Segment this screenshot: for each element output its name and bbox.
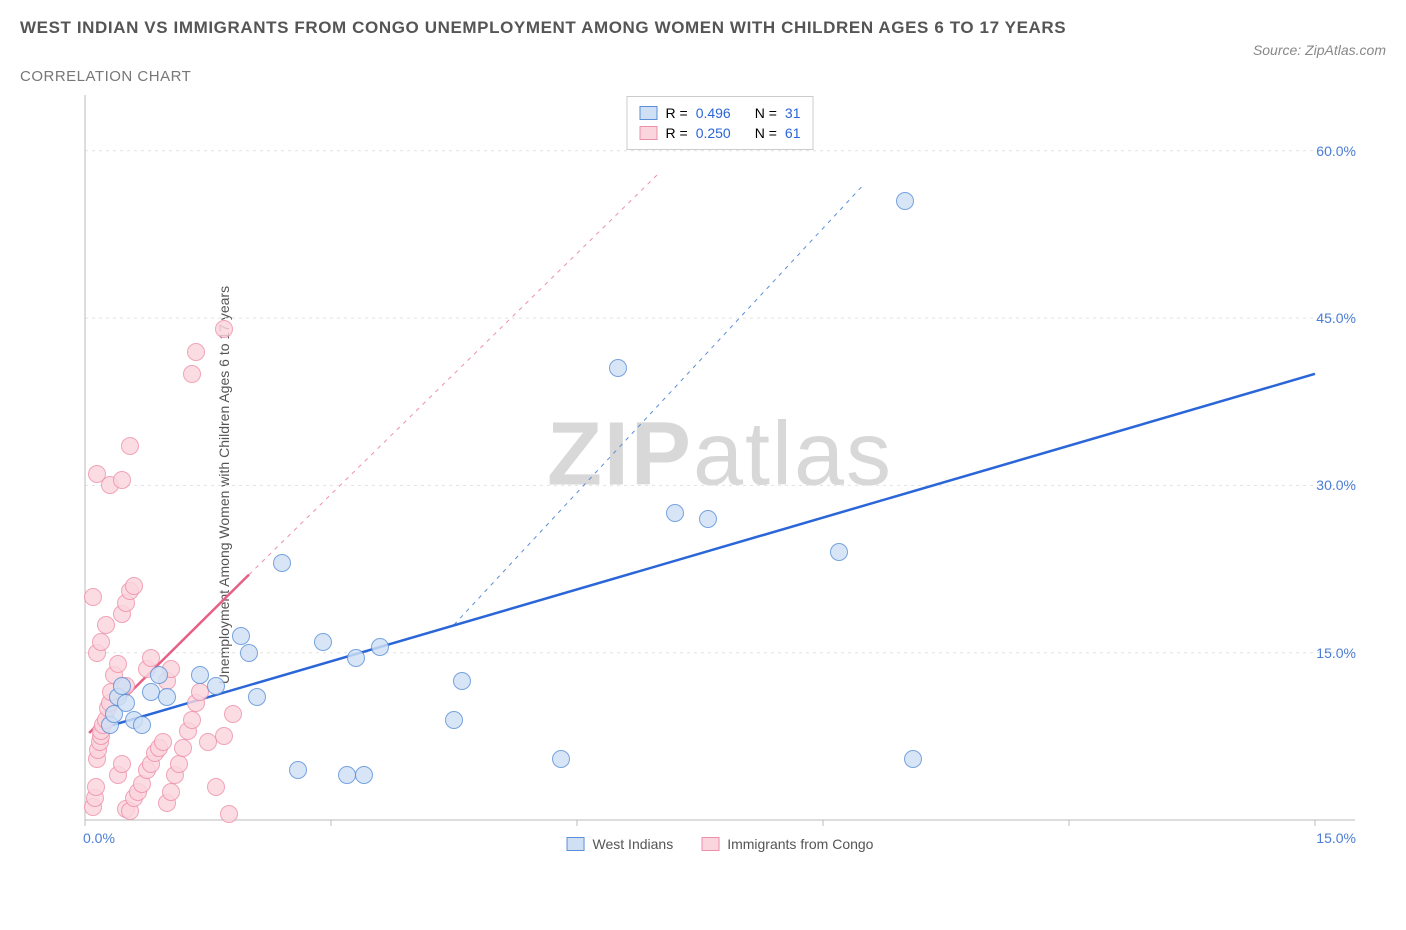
data-point [187,343,205,361]
data-point [904,750,922,768]
data-point [347,649,365,667]
y-tick-label: 15.0% [1316,645,1356,661]
data-point [150,666,168,684]
n-label-blue: N = [755,105,777,121]
data-point [830,543,848,561]
data-point [142,649,160,667]
data-point [174,739,192,757]
legend-stats-row-pink: R = 0.250 N = 61 [640,123,801,143]
swatch-pink-icon [640,126,658,140]
data-point [183,711,201,729]
data-point [273,554,291,572]
data-point [191,683,209,701]
swatch-blue-icon [567,837,585,851]
swatch-pink-icon [701,837,719,851]
data-point [207,778,225,796]
legend-stats: R = 0.496 N = 31 R = 0.250 N = 61 [627,96,814,150]
legend-label-pink: Immigrants from Congo [727,836,873,852]
data-point [355,766,373,784]
data-point [87,778,105,796]
x-max-label: 15.0% [1316,830,1356,846]
data-point [371,638,389,656]
r-value-blue: 0.496 [696,105,731,121]
data-point [699,510,717,528]
data-point [314,633,332,651]
source-credit: Source: ZipAtlas.com [1253,18,1386,58]
data-point [158,688,176,706]
legend-stats-row-blue: R = 0.496 N = 31 [640,103,801,123]
y-tick-label: 60.0% [1316,143,1356,159]
r-label-pink: R = [666,125,688,141]
legend-series: West Indians Immigrants from Congo [567,836,874,852]
data-point [162,783,180,801]
data-point [666,504,684,522]
data-point [248,688,266,706]
legend-label-blue: West Indians [593,836,674,852]
data-point [338,766,356,784]
r-label-blue: R = [666,105,688,121]
data-point [154,733,172,751]
data-point [215,727,233,745]
data-point [84,588,102,606]
data-point [445,711,463,729]
n-value-blue: 31 [785,105,801,121]
data-point [453,672,471,690]
data-point [117,694,135,712]
swatch-blue-icon [640,106,658,120]
data-point [240,644,258,662]
data-point [97,616,115,634]
data-point [896,192,914,210]
data-point [199,733,217,751]
data-point [133,716,151,734]
data-point [170,755,188,773]
y-tick-label: 45.0% [1316,310,1356,326]
legend-item-pink: Immigrants from Congo [701,836,873,852]
legend-item-blue: West Indians [567,836,674,852]
data-point [609,359,627,377]
plot-svg [80,90,1360,850]
data-point [113,471,131,489]
y-tick-label: 30.0% [1316,477,1356,493]
data-point [113,755,131,773]
chart-container: Unemployment Among Women with Children A… [60,90,1380,880]
data-point [220,805,238,823]
data-point [207,677,225,695]
data-point [88,465,106,483]
data-point [125,577,143,595]
data-point [232,627,250,645]
n-value-pink: 61 [785,125,801,141]
data-point [215,320,233,338]
data-point [191,666,209,684]
data-point [92,633,110,651]
r-value-pink: 0.250 [696,125,731,141]
data-point [289,761,307,779]
data-point [121,437,139,455]
data-point [183,365,201,383]
chart-title: WEST INDIAN VS IMMIGRANTS FROM CONGO UNE… [20,18,1066,38]
plot-area: ZIPatlas R = 0.496 N = 31 R = 0.250 N = … [80,90,1360,850]
data-point [552,750,570,768]
n-label-pink: N = [755,125,777,141]
data-point [113,677,131,695]
data-point [142,683,160,701]
data-point [224,705,242,723]
data-point [109,655,127,673]
x-origin-label: 0.0% [83,830,115,846]
